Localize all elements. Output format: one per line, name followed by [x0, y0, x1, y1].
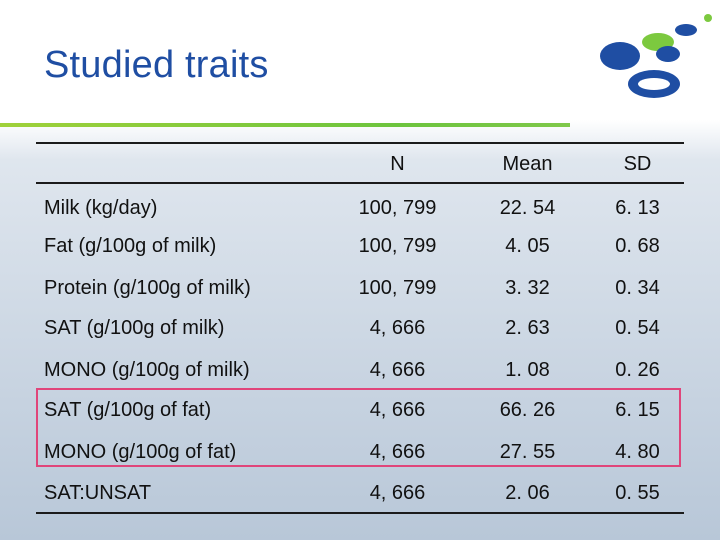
- logo-blob-blue-right: [656, 46, 680, 62]
- header-n: N: [390, 153, 405, 175]
- row-n: 4, 666: [369, 359, 426, 381]
- row-sd: 4. 80: [615, 441, 660, 463]
- row-label: Protein (g/100g of milk): [44, 277, 251, 299]
- row-n: 4, 666: [369, 317, 426, 339]
- row-mean: 1. 08: [505, 359, 550, 381]
- logo-dot-mid: [675, 24, 697, 36]
- table-header-rule: [36, 182, 684, 184]
- logo-dot-small: [704, 14, 712, 22]
- row-label: SAT:UNSAT: [44, 482, 152, 504]
- title-underline: [0, 123, 570, 127]
- header-mean: Mean: [502, 153, 553, 175]
- row-mean: 3. 32: [505, 277, 550, 299]
- table-bottom-rule: [36, 512, 684, 514]
- row-sd: 0. 68: [615, 235, 660, 257]
- row-label: SAT (g/100g of fat): [44, 399, 212, 421]
- row-label: Milk (kg/day): [44, 197, 158, 219]
- row-mean: 4. 05: [505, 235, 550, 257]
- row-label: MONO (g/100g of milk): [44, 359, 250, 381]
- row-sd: 0. 34: [615, 277, 660, 299]
- row-n: 4, 666: [369, 399, 426, 421]
- row-sd: 6. 15: [615, 399, 660, 421]
- logo-graphic: [600, 14, 712, 98]
- logo-blob-blue-large: [600, 42, 640, 70]
- row-label: SAT (g/100g of milk): [44, 317, 225, 339]
- row-mean: 27. 55: [499, 441, 556, 463]
- row-n: 100, 799: [358, 235, 437, 257]
- row-n: 4, 666: [369, 441, 426, 463]
- row-mean: 2. 06: [505, 482, 550, 504]
- row-sd: 0. 54: [615, 317, 660, 339]
- logo-ring-hole: [638, 78, 670, 90]
- row-mean: 66. 26: [499, 399, 556, 421]
- highlight-box: [36, 388, 681, 467]
- row-label: Fat (g/100g of milk): [44, 235, 217, 257]
- row-n: 100, 799: [358, 197, 437, 219]
- row-mean: 2. 63: [505, 317, 550, 339]
- table-top-rule: [36, 142, 684, 144]
- row-sd: 6. 13: [615, 197, 660, 219]
- row-label: MONO (g/100g of fat): [44, 441, 237, 463]
- header-sd: SD: [623, 153, 652, 175]
- row-mean: 22. 54: [499, 197, 556, 219]
- row-sd: 0. 55: [615, 482, 660, 504]
- slide-title: Studied traits: [44, 44, 269, 86]
- row-sd: 0. 26: [615, 359, 660, 381]
- row-n: 4, 666: [369, 482, 426, 504]
- row-n: 100, 799: [358, 277, 437, 299]
